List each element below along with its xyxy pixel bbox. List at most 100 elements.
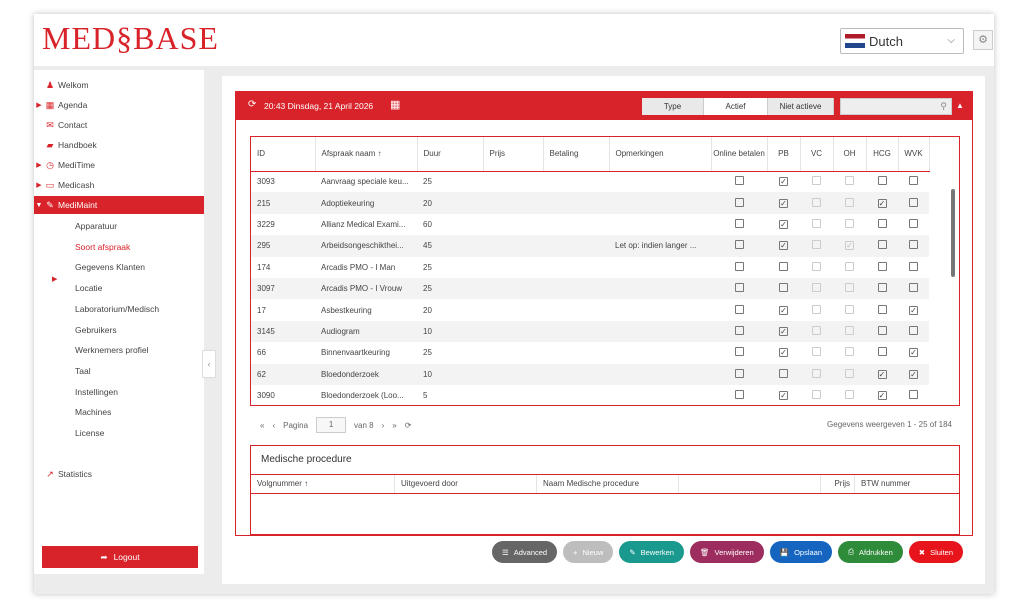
submenu-item[interactable]: Laboratorium/Medisch [75, 303, 160, 314]
table-row[interactable]: 215 Adoptiekeuring 20 ✓ ✓ [251, 192, 929, 214]
table-row[interactable]: 3097 Arcadis PMO - I Vrouw 25 [251, 277, 929, 300]
sidebar-item-welkom[interactable]: ♟ Welkom [34, 76, 204, 94]
checkbox[interactable]: ✓ [909, 369, 918, 379]
submenu-item[interactable]: Gegevens Klanten [75, 262, 145, 273]
table-row[interactable]: 295 Arbeidsongeschikthei... 45 Let op: indi… [251, 235, 929, 257]
checkbox[interactable] [779, 368, 788, 378]
submenu-item[interactable]: Machines [75, 407, 112, 418]
checkbox[interactable] [909, 325, 918, 335]
checkbox[interactable] [877, 283, 887, 293]
checkbox[interactable]: ✓ [779, 348, 788, 358]
checkbox[interactable] [734, 197, 744, 207]
table-row[interactable]: 3093 Aanvraag speciale keu... 25 ✓ [251, 171, 929, 192]
prev-page-icon[interactable]: ‹ [272, 420, 276, 430]
checkbox[interactable]: ✓ [779, 177, 788, 187]
column-header[interactable]: Prijs [483, 137, 544, 172]
checkbox[interactable] [909, 283, 918, 293]
collapse-caret-icon[interactable]: ▲ [956, 101, 964, 110]
logout-button[interactable]: ➦ Logout [42, 546, 198, 568]
sidebar-item-statistics[interactable]: ↗ Statistics [34, 465, 204, 483]
column-header[interactable]: ID [251, 137, 316, 172]
calendar-icon[interactable]: ▦ [390, 99, 401, 111]
checkbox[interactable]: ✓ [779, 305, 788, 315]
sidebar-item-agenda[interactable]: ▶ ▦ Agenda [34, 96, 204, 114]
filter-actief[interactable]: Actief [704, 98, 768, 115]
next-page-icon[interactable]: › [381, 420, 385, 430]
checkbox[interactable] [734, 390, 744, 400]
checkbox[interactable]: ✓ [779, 219, 788, 229]
sidebar-item-handboek[interactable]: ▰ Handboek [34, 136, 204, 154]
checkbox[interactable] [734, 347, 744, 357]
checkbox[interactable] [877, 240, 887, 250]
checkbox[interactable] [734, 368, 744, 378]
table-row[interactable]: 3229 Allianz Medical Exami... 60 ✓ [251, 214, 929, 235]
column-header[interactable]: HCG [866, 137, 899, 172]
checkbox[interactable]: ✓ [909, 348, 918, 358]
expand-arrow-icon[interactable]: ▶ [52, 276, 58, 283]
sidebar-item-medicash[interactable]: ▶ ▭ Medicash [34, 176, 204, 194]
checkbox[interactable] [734, 304, 744, 314]
checkbox[interactable]: ✓ [779, 391, 788, 401]
submenu-item[interactable]: License [75, 428, 105, 438]
col-naam-procedure[interactable]: Naam Medische procedure [537, 475, 679, 493]
col-prijs[interactable]: Prijs [821, 475, 855, 493]
filter-type[interactable]: Type [642, 98, 704, 115]
checkbox[interactable] [877, 325, 887, 335]
submenu-item[interactable]: Locatie [75, 283, 103, 294]
sidebar-item-contact[interactable]: ✉ Contact [34, 116, 204, 134]
checkbox[interactable]: ✓ [779, 326, 788, 336]
checkbox[interactable] [909, 197, 918, 207]
refresh-icon[interactable]: ⟳ [248, 99, 257, 110]
checkbox[interactable] [734, 240, 744, 250]
checkbox[interactable] [734, 261, 744, 271]
filter-niet-actieve[interactable]: Niet actieve [768, 98, 834, 115]
checkbox[interactable] [877, 347, 887, 357]
column-header[interactable]: Afspraak naam ↑ [315, 137, 418, 172]
page-number-input[interactable]: 1 [316, 417, 347, 433]
checkbox[interactable] [877, 304, 887, 314]
grid-scrollbar[interactable] [949, 181, 957, 403]
submenu-item[interactable]: Taal [75, 365, 91, 376]
checkbox[interactable]: ✓ [779, 198, 788, 208]
checkbox[interactable]: ✓ [909, 305, 918, 315]
table-row[interactable]: 3090 Bloedonderzoek (Loo... 5 ✓ ✓ [251, 385, 929, 406]
table-row[interactable]: 62 Bloedonderzoek 10 ✓ ✓ [251, 363, 929, 385]
advanced-button[interactable]: ☰ Advanced [492, 541, 558, 563]
reload-icon[interactable]: ⟳ [404, 420, 412, 430]
checkbox[interactable] [779, 283, 788, 293]
checkbox[interactable] [877, 218, 887, 228]
table-row[interactable]: 17 Asbestkeuring 20 ✓ ✓ [251, 299, 929, 320]
checkbox[interactable] [909, 176, 918, 186]
column-header[interactable]: Online betalen [711, 137, 768, 172]
first-page-icon[interactable]: « [260, 420, 265, 430]
nieuw-button[interactable]: + Nieuw [563, 541, 614, 563]
sidebar-item-meditime[interactable]: ▶ ◷ MediTime [34, 156, 204, 174]
checkbox[interactable] [877, 261, 887, 271]
checkbox[interactable]: ✓ [877, 369, 887, 379]
col-volgnummer[interactable]: Volgnummer ↑ [251, 475, 395, 493]
checkbox[interactable] [734, 176, 744, 186]
sluiten-button[interactable]: ✖ Sluiten [908, 541, 964, 563]
checkbox[interactable] [734, 283, 744, 293]
checkbox[interactable] [734, 325, 744, 335]
submenu-item[interactable]: Instellingen [75, 386, 119, 397]
sidebar-collapse-button[interactable]: ‹ [202, 350, 216, 378]
checkbox[interactable]: ✓ [779, 241, 788, 251]
panel-search-input[interactable]: ⚲ [840, 98, 952, 115]
sidebar-item-medimaint[interactable]: ▼ ✎ MediMaint [34, 196, 204, 214]
col-btw[interactable]: BTW nummer [861, 479, 911, 488]
checkbox[interactable] [909, 390, 918, 400]
submenu-item[interactable]: Soort afspraak [75, 241, 131, 252]
column-header[interactable]: WVK [898, 137, 930, 172]
column-header[interactable]: OH [833, 137, 867, 172]
last-page-icon[interactable]: » [392, 420, 397, 430]
settings-gear-icon[interactable]: ⚙ [973, 30, 993, 50]
column-header[interactable]: Betaling [543, 137, 610, 172]
table-row[interactable]: 66 Binnenvaartkeuring 25 ✓ ✓ [251, 342, 929, 363]
column-header[interactable]: VC [800, 137, 834, 172]
checkbox[interactable] [734, 218, 744, 228]
checkbox[interactable] [909, 240, 918, 250]
column-header[interactable]: Duur [417, 137, 484, 172]
submenu-item[interactable]: Apparatuur [75, 221, 118, 231]
opslaan-button[interactable]: 💾 Opslaan [769, 541, 832, 563]
